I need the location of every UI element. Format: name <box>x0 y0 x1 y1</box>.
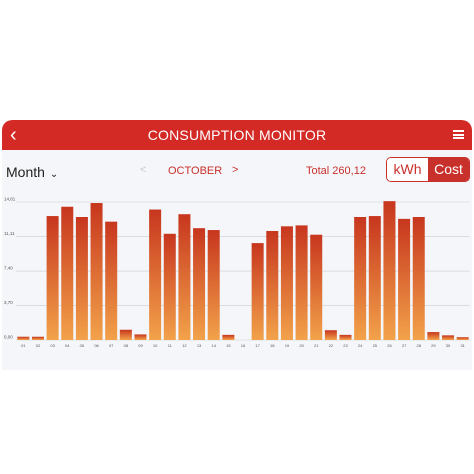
x-tick-label: 05 <box>80 343 85 348</box>
x-tick-label: 03 <box>50 343 55 348</box>
x-tick-label: 21 <box>314 343 319 348</box>
menu-line <box>453 137 464 139</box>
chart-bar[interactable] <box>266 230 279 340</box>
chart-bar[interactable] <box>324 330 337 340</box>
x-tick-label: 28 <box>417 343 422 348</box>
x-tick-label: 11 <box>168 343 173 348</box>
x-tick-label: 06 <box>94 343 99 348</box>
chart-bar[interactable] <box>105 221 118 340</box>
y-tick-label: 0,00 <box>4 335 13 340</box>
unit-toggle: kWh Cost <box>386 157 470 182</box>
current-month: OCTOBER <box>168 165 223 177</box>
chart-bar[interactable] <box>163 233 176 340</box>
chart-bar[interactable] <box>90 203 103 340</box>
total-value: Total 260,12 <box>306 165 366 177</box>
consumption-panel: ‹ CONSUMPTION MONITOR Month ⌄ < OCTOBER >… <box>2 120 472 370</box>
chart-bar[interactable] <box>207 230 220 340</box>
consumption-bar-chart: 0,00 3,70 7,40 11,11 14,81 01 02 03 04 05 06 07 08 09… <box>4 197 470 348</box>
page-title: CONSUMPTION MONITOR <box>147 127 327 143</box>
toggle-cost[interactable]: Cost <box>428 158 469 181</box>
x-tick-label: 14 <box>211 343 216 348</box>
chart-bar[interactable] <box>339 334 352 340</box>
x-tick-label: 15 <box>226 343 231 348</box>
list-menu-icon[interactable] <box>453 130 464 139</box>
y-tick-label: 3,70 <box>4 300 13 305</box>
chart-bar[interactable] <box>134 334 147 340</box>
x-tick-label: 29 <box>431 343 436 348</box>
x-tick-label: 27 <box>402 343 407 348</box>
controls-bar: Month ⌄ < OCTOBER > Total 260,12 kWh Cost <box>2 150 472 188</box>
chart-bar[interactable] <box>251 243 264 340</box>
next-month-button[interactable]: > <box>232 164 239 176</box>
chart-bar[interactable] <box>383 201 396 340</box>
x-tick-label: 18 <box>270 343 275 348</box>
x-tick-label: 23 <box>343 343 348 348</box>
x-tick-label: 20 <box>299 343 304 348</box>
x-tick-label: 02 <box>36 343 41 348</box>
x-tick-label: 07 <box>109 343 114 348</box>
x-tick-label: 04 <box>65 343 70 348</box>
x-tick-label: 19 <box>285 343 290 348</box>
chart-bar[interactable] <box>119 329 132 340</box>
chart-bar[interactable] <box>412 217 425 340</box>
chevron-left-icon[interactable]: ‹ <box>10 124 17 146</box>
chart-bar[interactable] <box>193 228 206 340</box>
x-tick-label: 08 <box>124 343 129 348</box>
chart-bar[interactable] <box>398 218 411 340</box>
x-tick-label: 12 <box>182 343 187 348</box>
x-tick-label: 10 <box>153 343 158 348</box>
period-label: Month <box>6 164 45 180</box>
chart-bar[interactable] <box>310 234 323 340</box>
period-selector[interactable]: Month ⌄ <box>6 164 58 180</box>
x-tick-label: 16 <box>241 343 246 348</box>
chart-bar[interactable] <box>17 336 30 340</box>
chart-bar[interactable] <box>456 337 469 340</box>
chart-bar[interactable] <box>61 206 74 340</box>
y-tick-label: 11,11 <box>4 231 15 236</box>
menu-line <box>453 133 464 136</box>
x-tick-label: 30 <box>446 343 451 348</box>
chart-bar[interactable] <box>178 214 191 340</box>
chart-bar[interactable] <box>295 225 308 340</box>
chart-bar[interactable] <box>31 336 44 340</box>
x-tick-label: 13 <box>197 343 202 348</box>
x-tick-label: 24 <box>358 343 363 348</box>
chevron-down-icon: ⌄ <box>49 169 59 180</box>
toggle-kwh[interactable]: kWh <box>387 158 428 181</box>
y-tick-label: 7,40 <box>4 266 13 271</box>
chart-bar[interactable] <box>368 216 381 340</box>
chart-bar[interactable] <box>427 332 440 340</box>
x-tick-label: 25 <box>373 343 378 348</box>
x-tick-label: 22 <box>329 343 334 348</box>
x-tick-label: 31 <box>460 343 465 348</box>
chart-bar[interactable] <box>75 217 88 340</box>
x-tick-label: 01 <box>21 343 26 348</box>
menu-line <box>453 130 464 132</box>
chart-bar[interactable] <box>46 216 59 340</box>
previous-month-button[interactable]: < <box>140 164 147 176</box>
app-header: ‹ CONSUMPTION MONITOR <box>2 120 472 150</box>
chart-bar[interactable] <box>149 209 162 340</box>
chart-bar[interactable] <box>442 335 455 340</box>
y-tick-label: 14,81 <box>4 197 16 202</box>
x-tick-label: 26 <box>387 343 392 348</box>
chart-bar[interactable] <box>222 334 235 340</box>
x-tick-label: 17 <box>255 343 260 348</box>
chart-bar[interactable] <box>280 226 293 340</box>
x-tick-label: 09 <box>138 343 143 348</box>
chart-bar[interactable] <box>354 217 367 340</box>
